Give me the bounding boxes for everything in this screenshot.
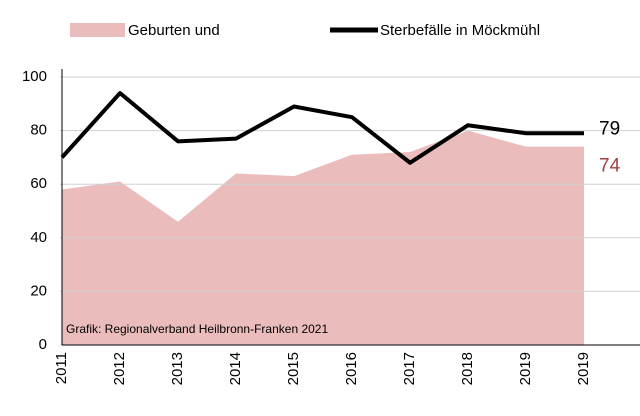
y-tick-label: 100 [22, 68, 47, 85]
x-tick-label: 2019 [517, 352, 534, 385]
x-tick-label: 2016 [343, 352, 360, 385]
end-label: 74 [599, 156, 621, 177]
legend-label: Sterbefälle in Möckmühl [380, 22, 540, 39]
x-tick-label: 2017 [401, 352, 418, 385]
y-tick-label: 80 [30, 122, 47, 139]
y-tick-label: 0 [39, 336, 47, 353]
legend-label: Geburten und [128, 22, 220, 39]
y-tick-label: 40 [30, 229, 47, 246]
x-tick-label: 2014 [227, 352, 244, 385]
y-tick-label: 60 [30, 175, 47, 192]
x-tick-label: 2013 [169, 352, 186, 385]
source-note: Grafik: Regionalverband Heilbronn-Franke… [66, 322, 328, 336]
x-tick-label: 2011 [53, 352, 70, 384]
end-label: 79 [599, 118, 620, 139]
line [60, 91, 584, 165]
x-tick-label: 2015 [285, 352, 302, 385]
x-tick-label: 2012 [111, 352, 128, 385]
x-tick-label: 2018 [459, 352, 476, 385]
y-tick-label: 20 [30, 282, 47, 299]
x-tick-label: 2019 [575, 352, 592, 385]
legend-swatch [70, 23, 125, 37]
